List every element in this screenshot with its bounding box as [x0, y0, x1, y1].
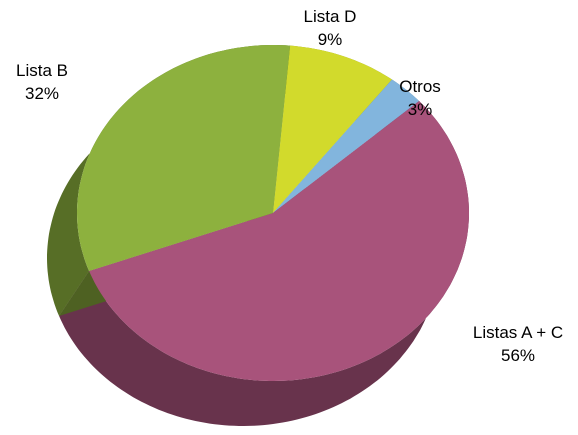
slice-value-label: 9%: [318, 30, 343, 49]
slice-category-label: Otros: [399, 77, 441, 96]
pie-slice: [89, 101, 469, 381]
slice-category-label: Lista B: [16, 61, 68, 80]
pie-slice: [77, 45, 291, 271]
slice-value-label: 56%: [501, 346, 535, 365]
slice-category-label: Lista D: [304, 7, 357, 26]
slice-category-label: Listas A + C: [473, 323, 563, 342]
pie-tops: [77, 45, 469, 381]
data-labels: Lista D 9% Otros 3% Listas A + C 56% Lista B 32…: [16, 7, 563, 365]
slice-value-label: 32%: [25, 84, 59, 103]
slice-value-label: 3%: [408, 100, 433, 119]
pie-slice: [273, 79, 420, 213]
pie-slice: [273, 45, 392, 213]
